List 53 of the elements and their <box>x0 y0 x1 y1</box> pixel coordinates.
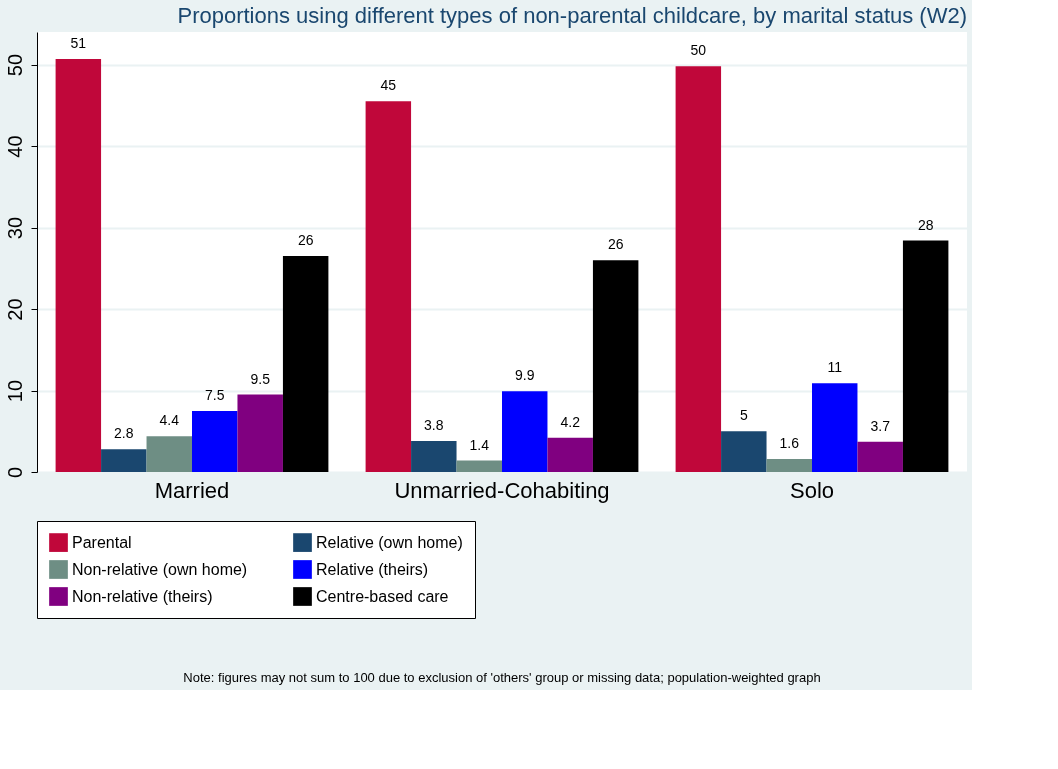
legend-label: Non-relative (theirs) <box>72 587 213 605</box>
y-tick-label: 40 <box>3 135 26 158</box>
data-label: 28 <box>917 216 934 233</box>
data-label: 9.5 <box>250 370 271 387</box>
data-label: 1.4 <box>469 436 490 453</box>
bar <box>146 436 192 472</box>
bar <box>902 240 949 472</box>
y-tick-label: 50 <box>3 53 26 77</box>
text: Note: figures may not sum to 100 due to exclusion of 'others' group or missing data; population-weighted graph <box>183 670 821 685</box>
legend-label: Centre-based care <box>316 587 449 605</box>
x-tick-label: Married <box>154 477 230 503</box>
bar <box>857 441 903 472</box>
data-label: 4.2 <box>560 413 581 430</box>
x-tick-label: Solo <box>789 477 835 503</box>
data-label: 1.6 <box>779 434 800 451</box>
bar <box>365 101 412 472</box>
y-tick-label: 30 <box>3 216 26 240</box>
bar <box>547 437 593 472</box>
bar <box>721 431 767 472</box>
data-label: 26 <box>607 236 624 253</box>
data-label: 3.7 <box>870 417 891 434</box>
bar <box>502 391 548 472</box>
bar <box>812 383 858 472</box>
bar <box>766 458 812 472</box>
data-label: 45 <box>380 77 397 94</box>
x-tick-label: Unmarried-Cohabiting <box>394 477 610 503</box>
chart-title: Proportions using different types of non-parental childcare, by marital status (W2) <box>177 3 967 28</box>
legend-label: Relative (own home) <box>316 533 463 551</box>
data-label: 26 <box>297 232 314 249</box>
legend-label: Relative (theirs) <box>316 560 429 578</box>
y-tick-label: 0 <box>3 466 26 479</box>
bar <box>675 66 722 472</box>
data-label: 3.8 <box>424 417 444 434</box>
bar <box>55 58 102 472</box>
bar <box>411 441 457 472</box>
bar <box>592 260 639 472</box>
bar <box>237 394 283 472</box>
bar <box>192 410 238 472</box>
data-label: 50 <box>690 42 707 59</box>
y-tick-label: 20 <box>3 298 26 321</box>
legend-label: Parental <box>72 533 132 551</box>
data-label: 7.5 <box>205 386 225 403</box>
data-label: 5 <box>739 407 748 424</box>
data-label: 2.8 <box>114 425 134 442</box>
bar <box>282 256 329 472</box>
bar <box>456 460 502 472</box>
data-label: 11 <box>827 359 843 376</box>
y-tick-label: 10 <box>3 379 26 403</box>
data-label: 9.9 <box>515 367 535 384</box>
data-label: 51 <box>70 34 87 51</box>
bar <box>101 449 147 472</box>
data-label: 4.4 <box>159 412 180 429</box>
legend-label: Non-relative (own home) <box>72 560 248 578</box>
